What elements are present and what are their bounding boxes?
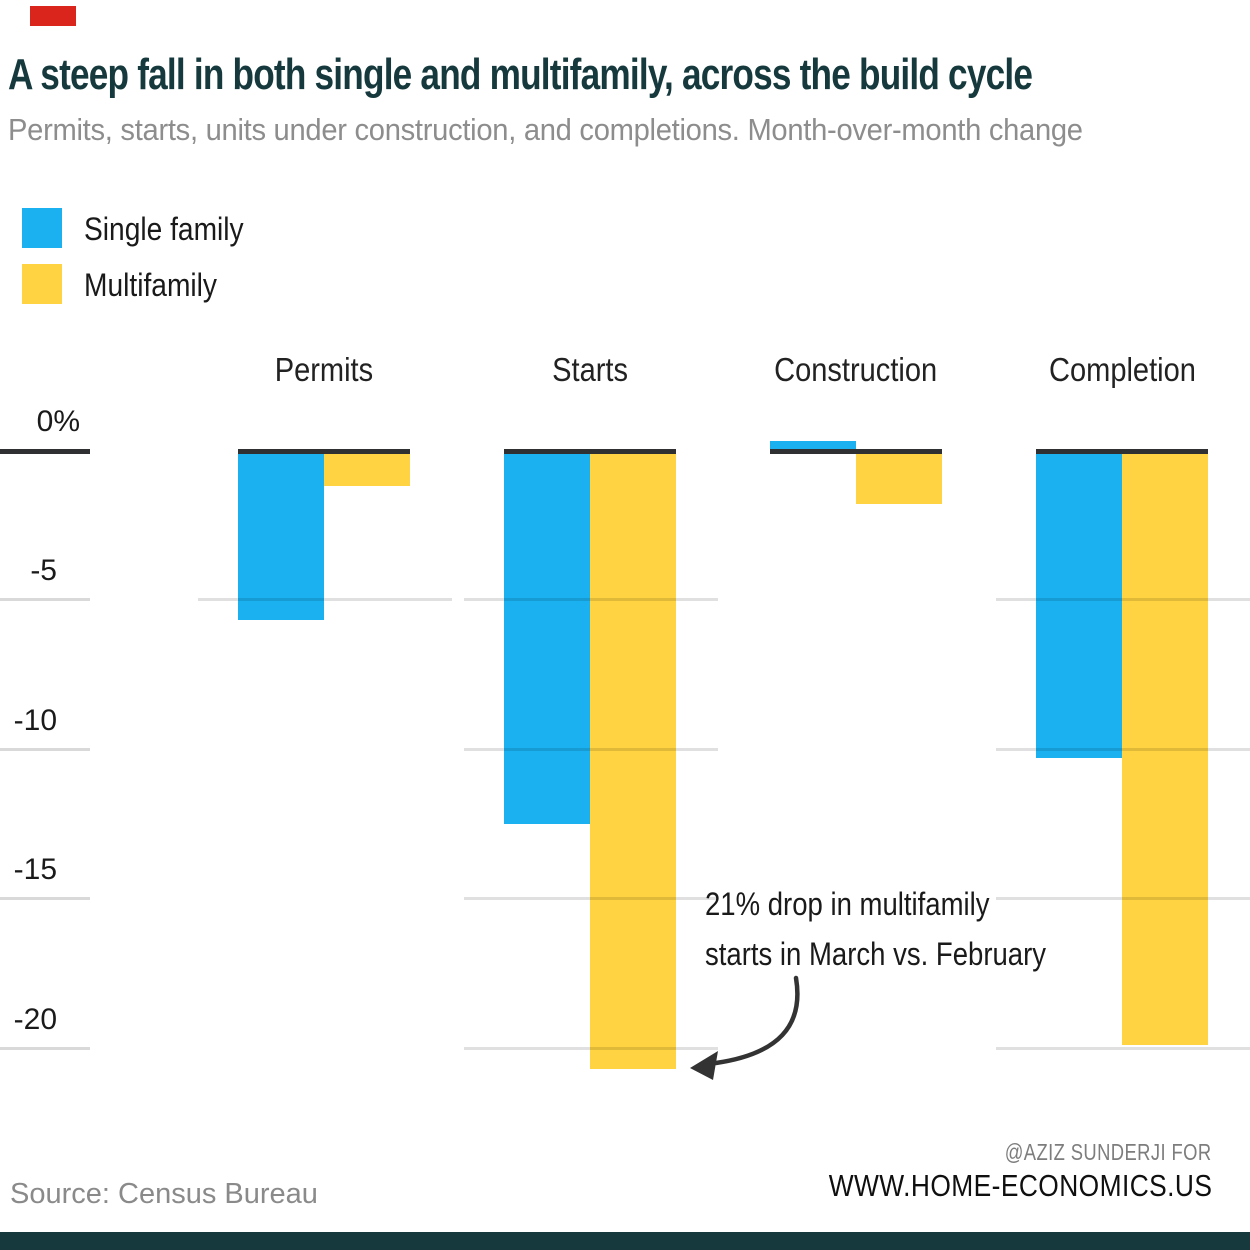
gridline-permits-5 — [198, 598, 452, 601]
bottom-brand-bar — [0, 1232, 1250, 1250]
gridline-margin-segment — [0, 897, 90, 900]
legend-swatch-single-family — [22, 208, 62, 248]
y-tick-label--10: -10 — [13, 703, 57, 737]
legend-swatch-multifamily — [22, 264, 62, 304]
gridline-starts-5 — [464, 598, 718, 601]
bar-permits-multifamily — [324, 454, 410, 486]
gridline-margin-segment — [0, 747, 90, 751]
category-label-starts: Starts — [552, 351, 628, 388]
chart-subtitle-text: Permits, starts, units under constructio… — [8, 112, 1083, 147]
zero-line-segment-permits — [238, 449, 410, 454]
bar-starts-single-family — [504, 454, 590, 824]
bar-construction-multifamily — [856, 454, 942, 504]
bar-completion-single-family — [1036, 454, 1122, 758]
gridline-margin-segment — [0, 1046, 90, 1050]
category-label-construction: Construction — [774, 351, 938, 388]
bar-starts-multifamily — [590, 454, 676, 1069]
gridline-margin-segment — [0, 598, 90, 601]
gridline-completion-10 — [996, 747, 1250, 751]
gridline-completion-15 — [996, 897, 1250, 900]
red-accent-mark — [30, 6, 76, 26]
zero-line-segment-starts — [504, 449, 676, 454]
y-tick-label--5: -5 — [30, 554, 57, 587]
bar-permits-single-family — [238, 454, 324, 621]
zero-line-margin-segment — [0, 449, 90, 454]
annotation-line-2: starts in March vs. February — [705, 936, 1047, 972]
gridline-starts-15 — [464, 897, 718, 900]
gridline-completion-5 — [996, 598, 1250, 601]
zero-line-segment-construction — [770, 449, 942, 454]
credit-website: WWW.HOME-ECONOMICS.US — [828, 1168, 1212, 1203]
category-label-permits: Permits — [274, 351, 374, 388]
zero-line-segment-completion — [1036, 449, 1208, 454]
category-label-completion: Completion — [1048, 351, 1196, 388]
gridline-starts-10 — [464, 747, 718, 751]
bar-completion-multifamily — [1122, 454, 1208, 1045]
legend-label-multifamily: Multifamily — [84, 267, 217, 303]
bar-construction-single-family — [770, 441, 856, 449]
gridline-starts-20 — [464, 1046, 718, 1050]
y-tick-label--20: -20 — [13, 1002, 57, 1036]
chart-subtitle: Permits, starts, units under constructio… — [8, 112, 1151, 148]
source-note: Source: Census Bureau — [10, 1178, 318, 1210]
gridline-completion-20 — [996, 1046, 1250, 1050]
annotation-line-1: 21% drop in multifamily — [705, 886, 990, 922]
credit-byline: @AZIZ SUNDERJI FOR — [1005, 1139, 1212, 1165]
legend-label-single-family: Single family — [84, 211, 244, 247]
y-tick-label-0pct: 0% — [36, 405, 80, 438]
y-tick-label--15: -15 — [13, 853, 57, 886]
chart-title-text: A steep fall in both single and multifam… — [8, 50, 1033, 99]
chart-title: A steep fall in both single and multifam… — [8, 50, 1250, 102]
